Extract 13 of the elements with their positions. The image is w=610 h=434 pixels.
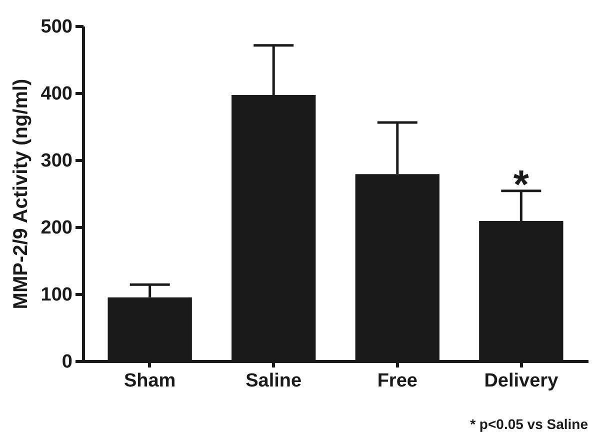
y-tick-label: 100 xyxy=(40,284,72,306)
y-tick-label: 300 xyxy=(40,150,72,172)
x-tick-label: Sham xyxy=(124,370,176,392)
y-tick-label: 500 xyxy=(40,16,72,38)
y-tick-label: 400 xyxy=(40,84,72,104)
x-tick-label: Free xyxy=(377,370,418,392)
x-tick-label: Saline xyxy=(246,370,302,392)
x-tick-label: Delivery xyxy=(484,370,559,392)
annotation: * xyxy=(513,163,530,208)
text: * p<0.05 vs Saline xyxy=(470,416,588,432)
y-axis-title: MMP-2/9 Activity (ng/ml) xyxy=(10,78,32,310)
y-tick-label: 200 xyxy=(40,218,72,238)
y-tick-label: 0 xyxy=(62,352,72,372)
